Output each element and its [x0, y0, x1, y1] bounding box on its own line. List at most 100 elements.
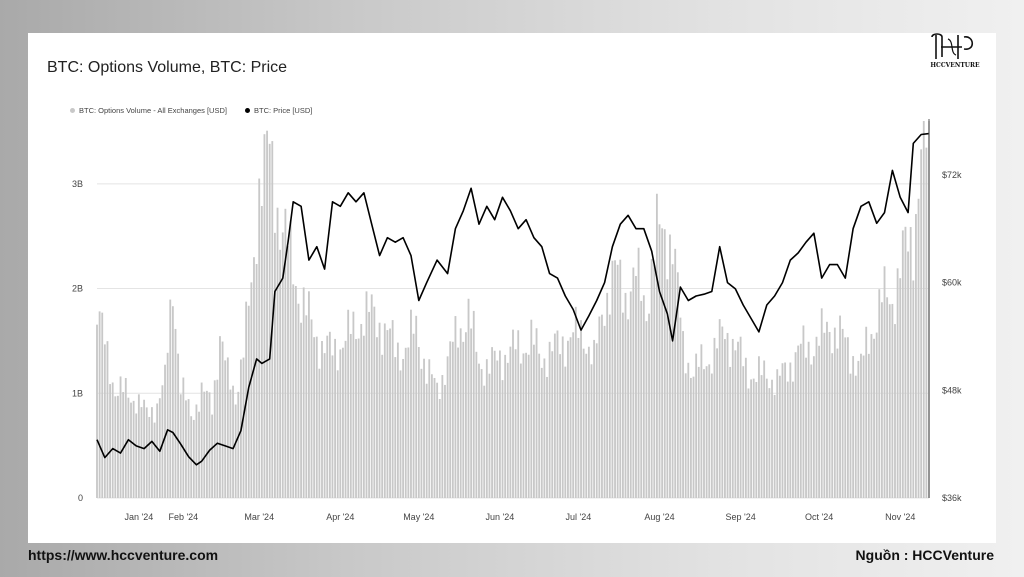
volume-bar	[820, 308, 823, 498]
volume-bar	[122, 392, 125, 498]
volume-bar	[213, 380, 216, 498]
volume-bar	[205, 390, 208, 498]
volume-bar	[896, 268, 899, 498]
volume-bar	[101, 312, 104, 498]
volume-bar	[417, 347, 420, 498]
volume-bar	[873, 338, 875, 498]
volume-bar	[710, 373, 713, 498]
volume-bar	[815, 336, 818, 498]
volume-bar	[339, 349, 342, 498]
volume-bar	[789, 362, 792, 498]
volume-bar	[512, 329, 514, 498]
volume-bar	[786, 381, 789, 498]
volume-bar	[114, 396, 117, 498]
volume-bar	[158, 398, 161, 498]
volume-bar	[370, 294, 373, 498]
volume-bar	[922, 121, 925, 498]
volume-bar	[784, 362, 787, 498]
x-tick-label: Jan '24	[124, 512, 153, 522]
price-line	[96, 132, 930, 466]
volume-bar	[703, 369, 705, 498]
volume-bar	[185, 400, 187, 498]
volume-bar	[98, 311, 101, 498]
volume-bar	[771, 379, 773, 498]
volume-bar	[831, 353, 834, 498]
x-tick-label: Nov '24	[885, 512, 915, 522]
volume-bar	[501, 380, 504, 498]
volume-bar	[674, 248, 677, 498]
volume-bar	[891, 303, 894, 498]
volume-bar	[543, 358, 546, 498]
volume-bar	[849, 373, 852, 498]
website-link[interactable]: https://www.hccventure.com	[28, 547, 219, 563]
volume-bar	[729, 366, 732, 498]
volume-bar	[632, 267, 635, 498]
volume-bar	[135, 413, 138, 498]
chart-title: BTC: Options Volume, BTC: Price	[47, 59, 288, 76]
volume-bar	[182, 377, 185, 498]
volume-bar	[179, 394, 182, 498]
volume-bar	[268, 143, 271, 498]
volume-bar	[321, 340, 323, 498]
volume-bar	[716, 348, 718, 498]
volume-bar	[705, 366, 708, 498]
volume-bar	[470, 328, 473, 498]
volume-bar	[381, 354, 384, 498]
volume-bar	[755, 381, 758, 498]
volume-bar	[721, 326, 724, 498]
volume-bar	[797, 345, 800, 498]
volume-bar	[904, 226, 907, 499]
volume-bar	[826, 321, 828, 498]
volume-bar	[446, 356, 449, 498]
volume-bar	[533, 344, 535, 498]
volume-bar	[572, 332, 575, 498]
volume-bar	[805, 357, 807, 498]
legend-item-price[interactable]: BTC: Price [USD]	[244, 106, 312, 115]
volume-bar	[436, 382, 439, 498]
volume-bar	[663, 229, 666, 498]
volume-bar	[462, 341, 465, 498]
volume-bar	[349, 333, 352, 498]
volume-bar	[203, 391, 206, 498]
volume-bar	[875, 332, 878, 498]
legend-item-volume[interactable]: BTC: Options Volume - All Exchanges [USD…	[70, 106, 227, 115]
volume-bar	[836, 348, 839, 498]
volume-bar	[410, 309, 412, 498]
volume-bar	[854, 375, 857, 498]
volume-bar	[166, 352, 169, 498]
volume-bar	[538, 353, 541, 498]
volume-bar	[140, 407, 143, 498]
volume-bar	[284, 208, 287, 498]
volume-bar	[124, 377, 127, 498]
volume-bar	[109, 384, 111, 498]
volume-bar	[404, 347, 407, 498]
volume-bar	[117, 395, 119, 498]
volume-bar	[880, 302, 883, 498]
volume-bar	[564, 366, 567, 498]
volume-bar	[499, 350, 501, 498]
volume-bar	[192, 419, 195, 498]
volume-bar	[731, 338, 734, 498]
volume-bar	[546, 376, 548, 498]
source-credit: Nguồn : HCCVenture	[855, 547, 994, 563]
volume-bar	[423, 358, 425, 498]
volume-bar	[642, 295, 645, 498]
volume-bar	[614, 260, 616, 498]
y-right-tick-label: $36k	[942, 493, 962, 503]
volume-bar	[232, 385, 234, 498]
volume-bar	[726, 332, 729, 498]
volume-bar	[156, 403, 159, 498]
volume-bar	[407, 347, 410, 498]
volume-bar	[103, 344, 106, 498]
volume-bar	[444, 384, 446, 498]
volume-bar	[582, 348, 585, 498]
volume-bar	[174, 328, 177, 498]
volume-bar	[792, 381, 794, 498]
volume-bar	[606, 292, 609, 498]
x-tick-label: Aug '24	[644, 512, 674, 522]
volume-bar	[475, 351, 478, 498]
volume-bar	[509, 346, 512, 498]
volume-bar	[700, 344, 703, 498]
volume-bar	[506, 362, 509, 498]
volume-bar	[454, 316, 457, 498]
